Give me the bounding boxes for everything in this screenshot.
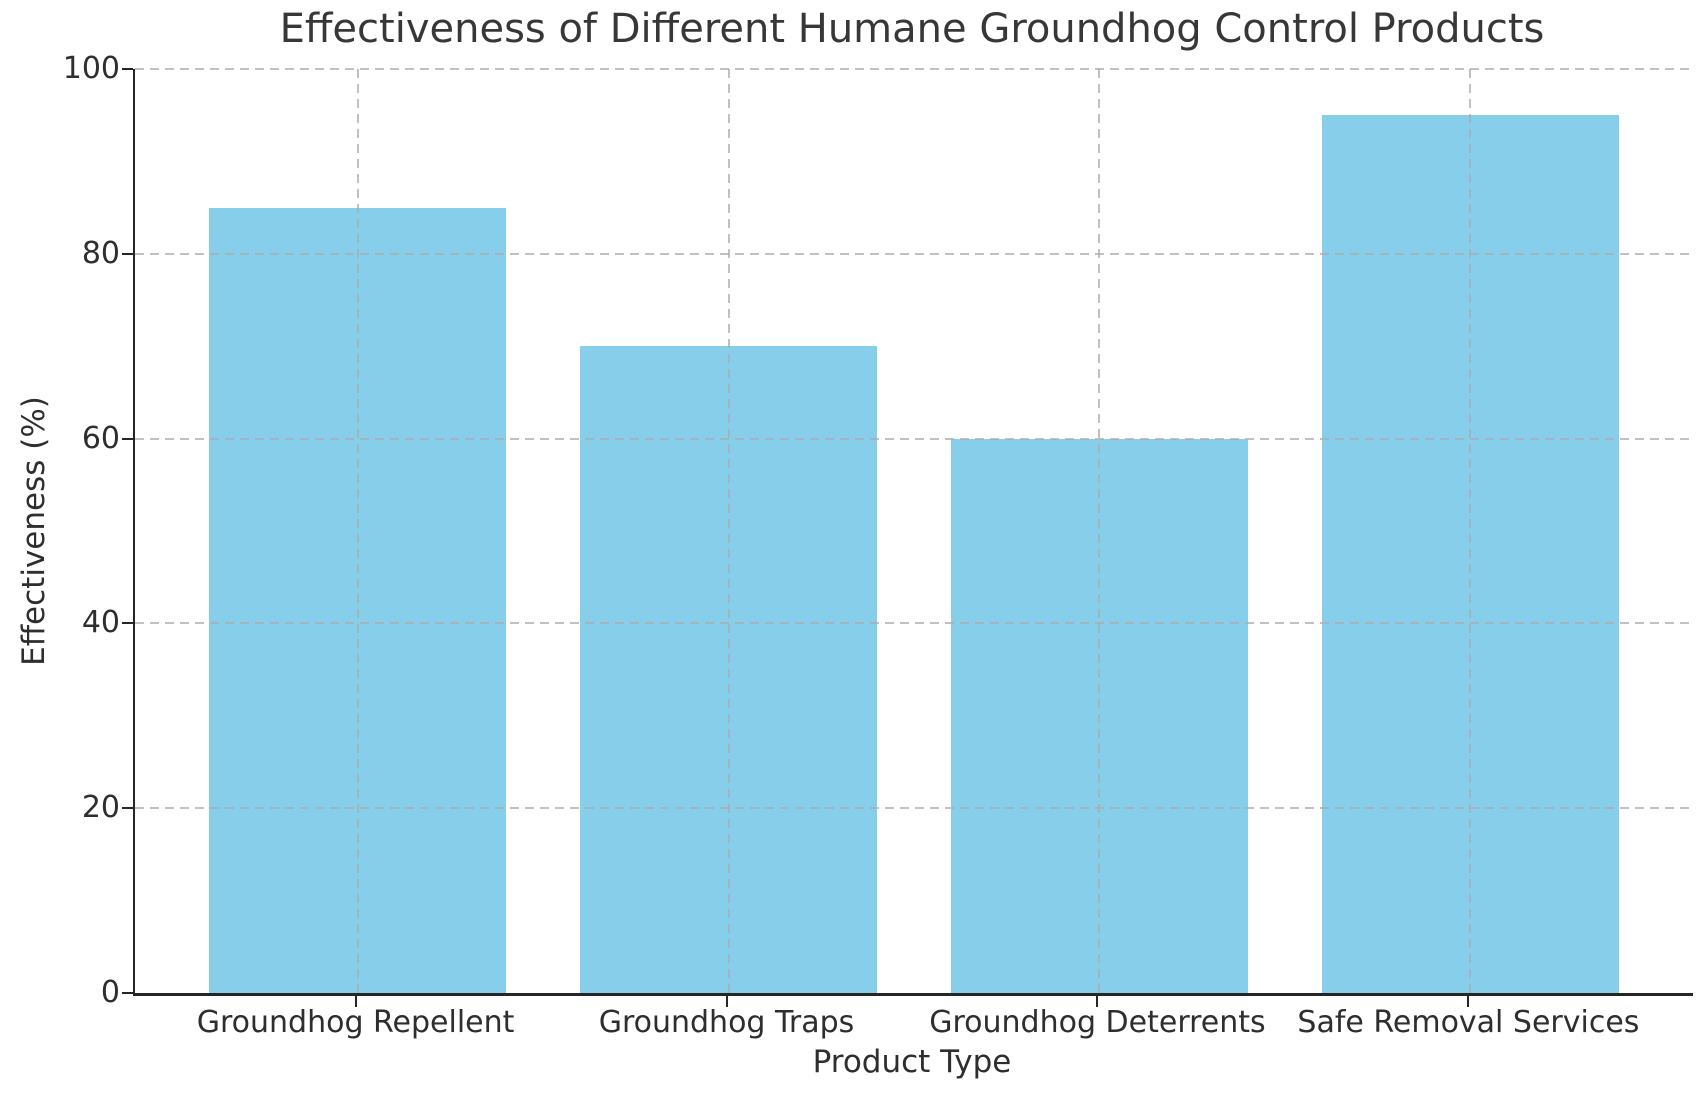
x-tick-label-groundhog-deterrents: Groundhog Deterrents bbox=[929, 1005, 1266, 1040]
y-tick-label: 20 bbox=[81, 790, 120, 826]
y-gridline-80 bbox=[135, 252, 1693, 255]
x-gridline-groundhog-repellent bbox=[356, 69, 359, 993]
x-tick-label-groundhog-repellent: Groundhog Repellent bbox=[196, 1005, 515, 1040]
y-tick-label: 60 bbox=[81, 420, 120, 456]
x-axis-label: Product Type bbox=[812, 1044, 1012, 1080]
y-tick-label: 0 bbox=[100, 975, 120, 1010]
x-tick-label-groundhog-traps: Groundhog Traps bbox=[598, 1005, 855, 1040]
y-tick-mark bbox=[122, 437, 133, 440]
y-gridline-100 bbox=[135, 68, 1693, 70]
y-tick-mark bbox=[122, 622, 133, 625]
y-tick-label: 80 bbox=[81, 235, 120, 271]
y-tick-mark bbox=[122, 992, 133, 994]
y-tick-label: 40 bbox=[81, 605, 120, 641]
y-gridline-20 bbox=[135, 807, 1693, 810]
x-tick-mark bbox=[354, 996, 357, 1007]
y-gridline-40 bbox=[135, 622, 1693, 625]
x-gridline-groundhog-traps bbox=[727, 69, 730, 993]
x-tick-mark bbox=[1096, 996, 1099, 1007]
plot-area bbox=[133, 68, 1693, 996]
x-tick-label-safe-removal-services: Safe Removal Services bbox=[1297, 1005, 1640, 1040]
y-tick-mark bbox=[122, 252, 133, 255]
y-tick-label: 100 bbox=[62, 51, 120, 86]
y-gridline-60 bbox=[135, 437, 1693, 440]
x-tick-mark bbox=[1467, 996, 1470, 1007]
x-tick-mark bbox=[725, 996, 728, 1007]
y-tick-mark bbox=[122, 807, 133, 810]
chart-title: Effectiveness of Different Humane Ground… bbox=[279, 6, 1545, 52]
x-gridline-safe-removal-services bbox=[1469, 69, 1472, 993]
y-tick-mark bbox=[122, 68, 133, 70]
x-gridline-groundhog-deterrents bbox=[1098, 69, 1101, 993]
